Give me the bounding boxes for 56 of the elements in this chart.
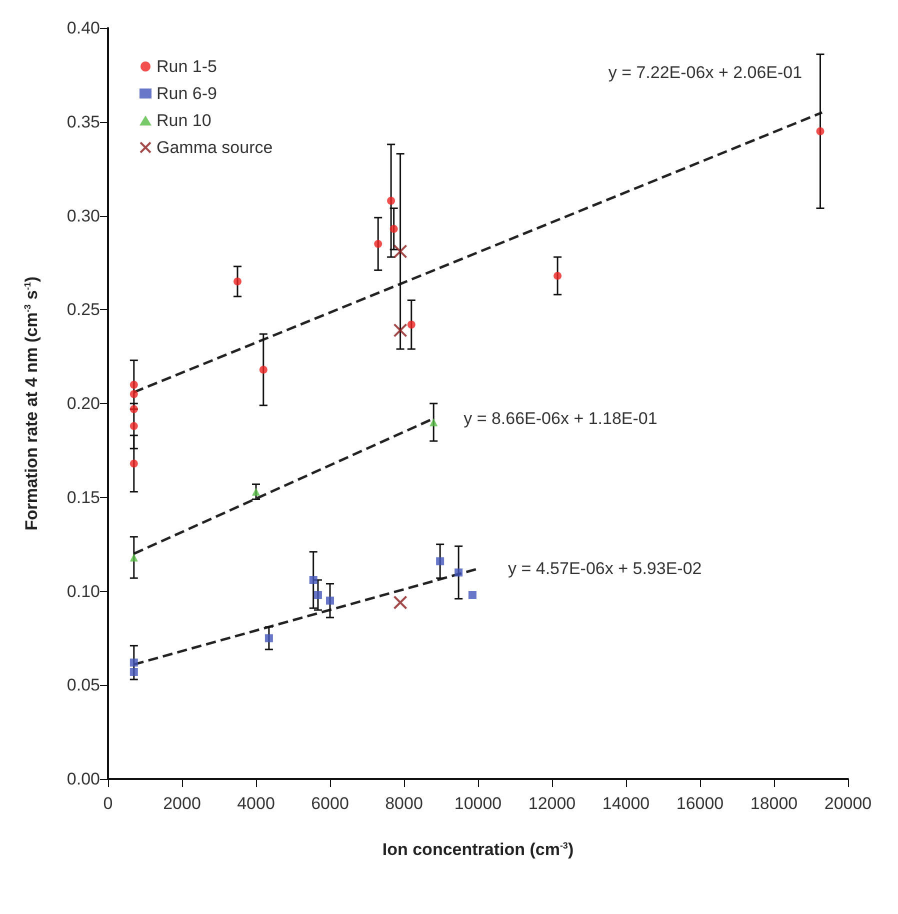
point	[130, 460, 138, 468]
point	[309, 576, 318, 584]
annotation: y = 8.66E-06x + 1.18E-01	[464, 409, 658, 428]
x-tick-label: 10000	[454, 794, 502, 813]
point	[430, 418, 438, 426]
point	[393, 323, 408, 338]
y-tick-label: 0.25	[66, 300, 100, 320]
x-tick-label: 4000	[237, 794, 275, 813]
point	[130, 658, 138, 667]
point	[314, 591, 322, 600]
y-tick-label: 0.35	[66, 112, 100, 132]
point	[130, 668, 138, 676]
x-tick-label: 0	[103, 794, 113, 813]
point	[130, 553, 138, 562]
point	[816, 127, 824, 136]
point	[130, 405, 138, 414]
x-tick-label: 18000	[750, 794, 798, 813]
y-tick-label: 0.10	[66, 582, 100, 601]
legend-label: Gamma source	[156, 138, 273, 157]
legend-label: Run 10	[156, 111, 212, 130]
x-tick-label: 16000	[676, 794, 724, 813]
point	[234, 277, 242, 286]
point	[130, 380, 138, 389]
y-tick-label: 0.20	[66, 394, 100, 413]
y-axis-title: Formation rate at 4 nm (cm-3 s-1)	[22, 276, 41, 531]
point	[130, 422, 138, 430]
y-tick-label: 0.05	[66, 676, 100, 695]
point	[387, 196, 396, 205]
point	[407, 320, 416, 329]
y-tick-label: 0.40	[66, 18, 100, 38]
point	[264, 634, 273, 642]
x-tick-label: 14000	[602, 794, 650, 813]
point	[130, 390, 138, 398]
point	[390, 224, 398, 233]
point	[436, 557, 444, 566]
x-tick-label: 12000	[528, 794, 576, 813]
point	[393, 244, 408, 258]
y-tick-label: 0.00	[66, 770, 100, 788]
y-tick-label: 0.30	[66, 206, 100, 226]
point	[554, 272, 562, 280]
y-tick-label: 0.15	[66, 488, 100, 507]
x-tick-label: 6000	[311, 794, 349, 813]
point	[374, 240, 382, 248]
x-tick-label: 2000	[163, 794, 201, 813]
legend-label: Run 6-9	[156, 84, 217, 103]
point	[468, 591, 476, 600]
annotation: y = 4.57E-06x + 5.93E-02	[508, 559, 702, 578]
point	[393, 596, 408, 610]
point	[326, 596, 334, 605]
x-tick-label: 20000	[824, 794, 872, 813]
x-tick-label: 8000	[385, 794, 423, 813]
point	[454, 568, 463, 576]
annotation: y = 7.22E-06x + 2.06E-01	[608, 62, 802, 82]
point	[259, 366, 268, 374]
legend-label: Run 1-5	[156, 57, 217, 76]
point	[252, 488, 260, 496]
